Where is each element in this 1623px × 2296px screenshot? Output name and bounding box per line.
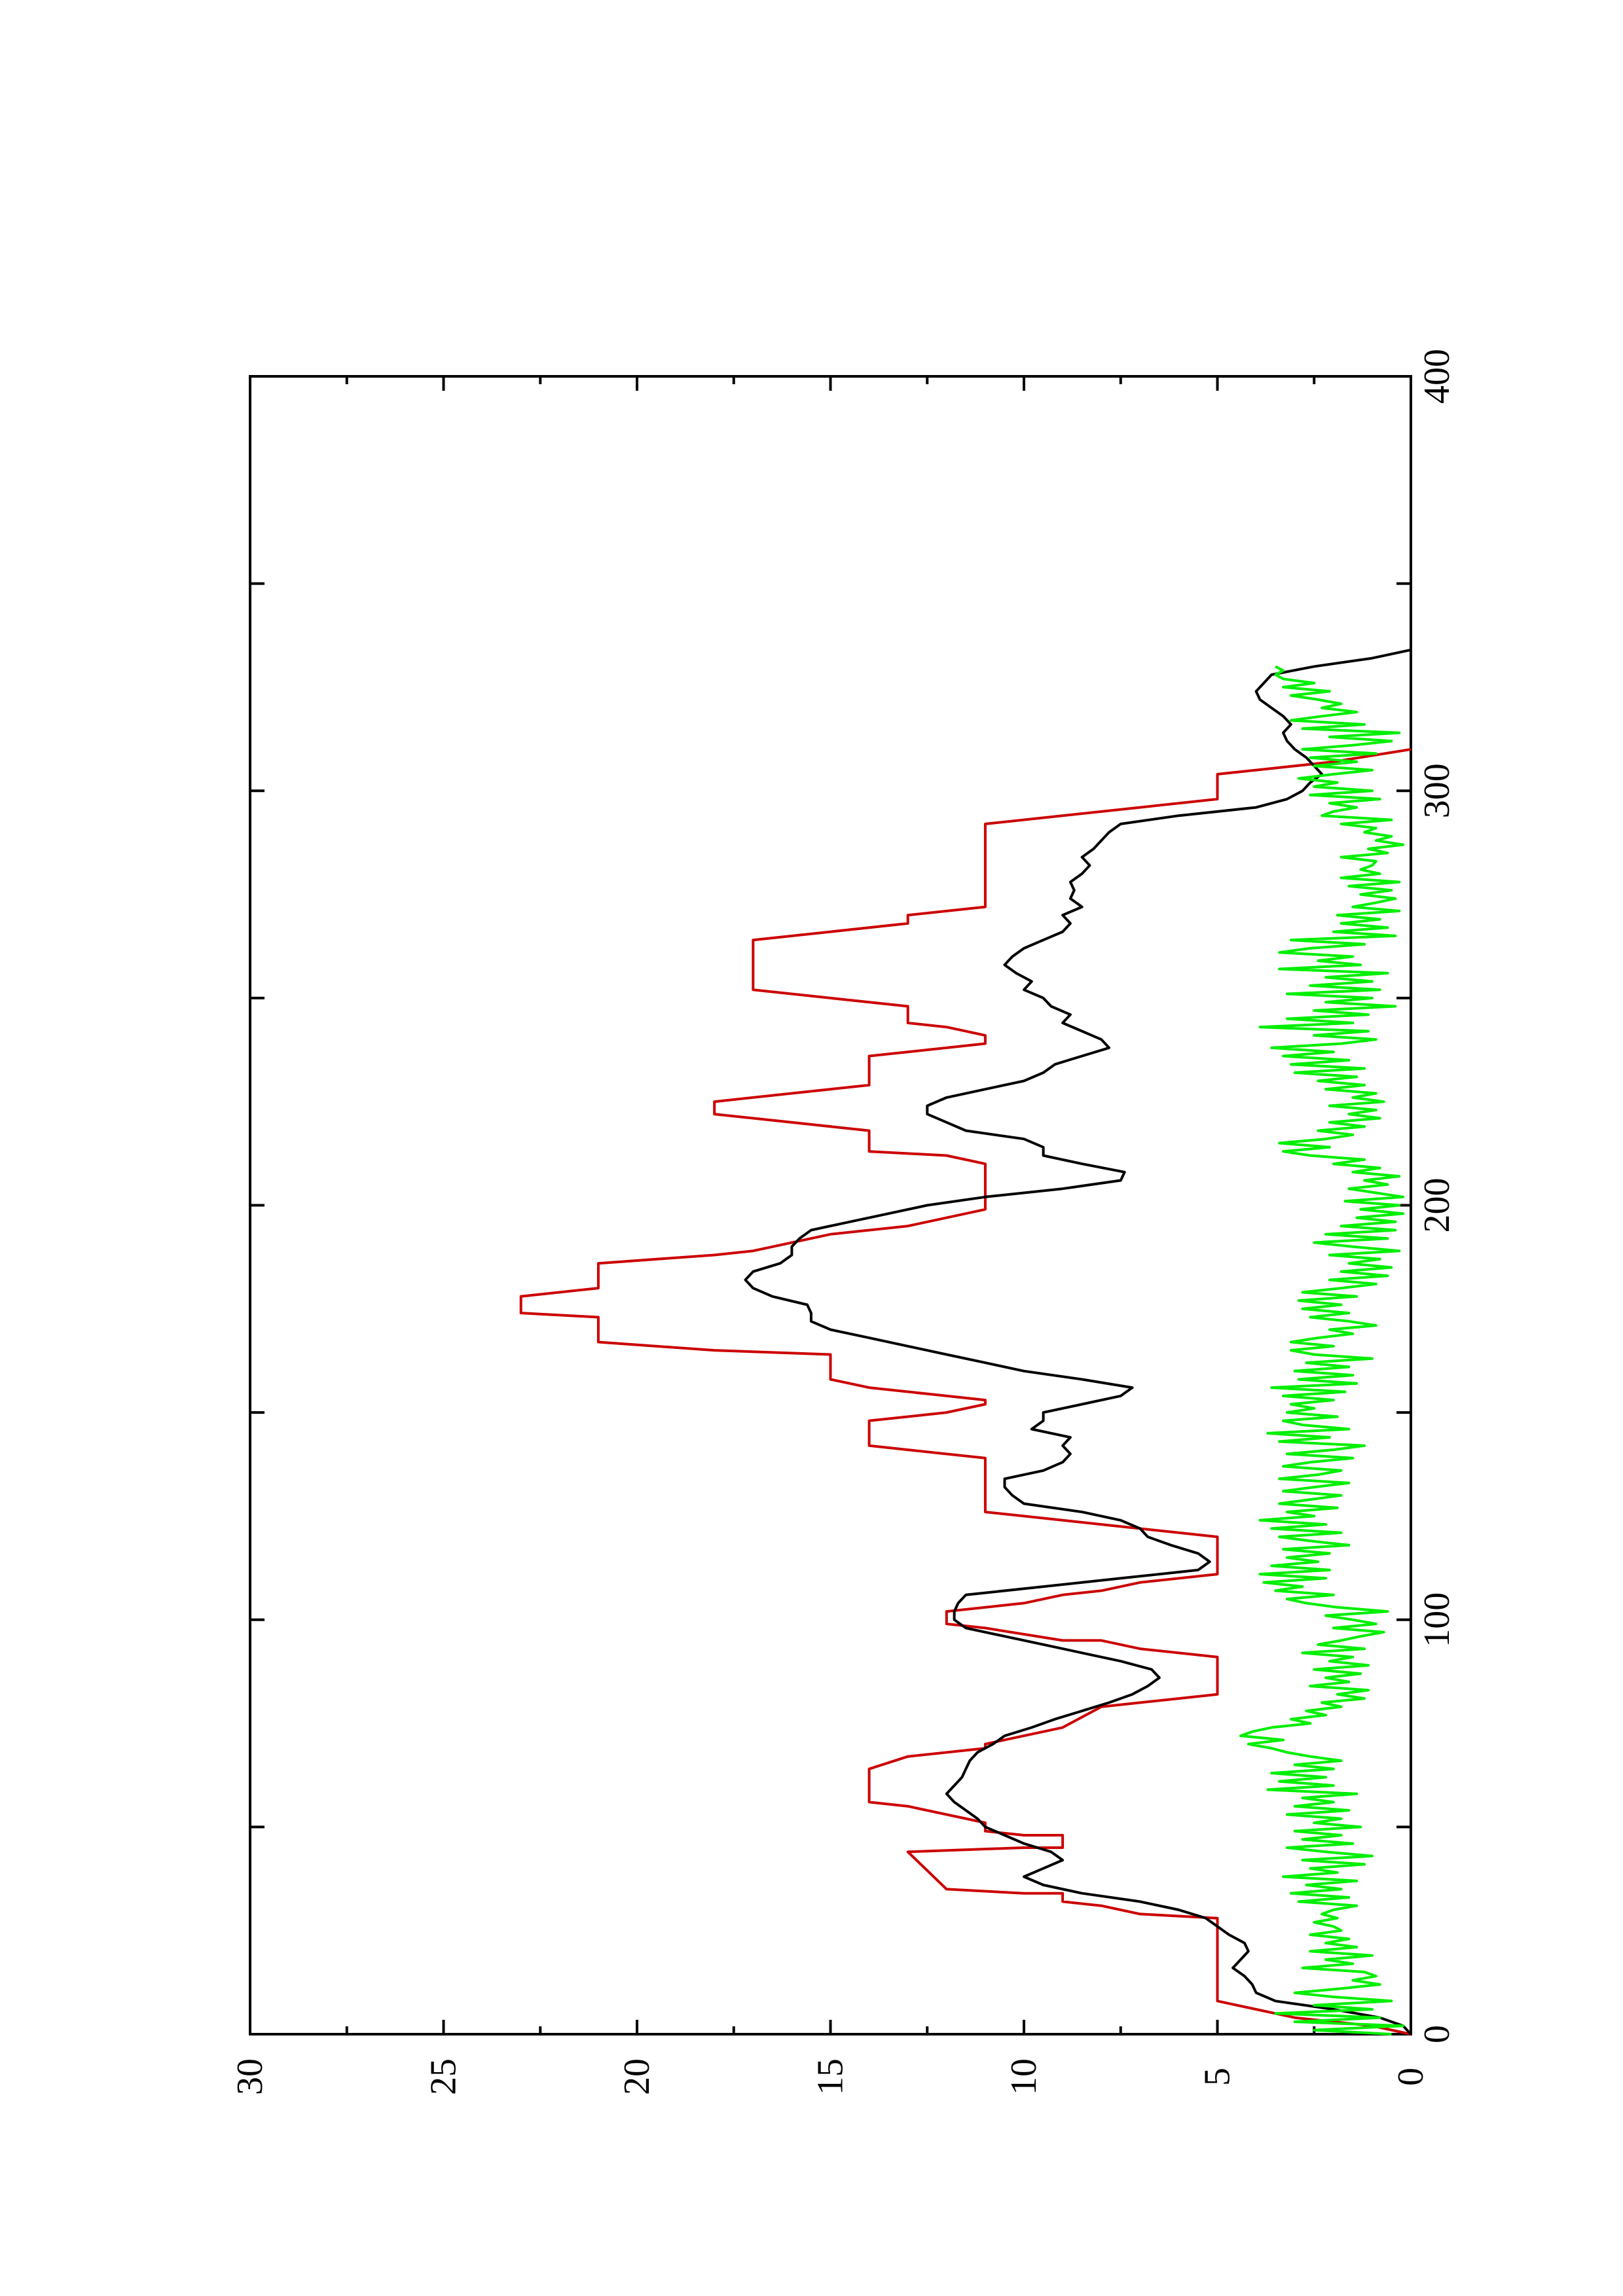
y-tick-label: 30 <box>230 2058 270 2095</box>
tick-labels: 0 100 200 300 400 0 5 10 15 20 25 30 <box>230 349 1457 2095</box>
y-tick-label: 5 <box>1197 2068 1238 2086</box>
axis-ticks <box>249 375 1412 2036</box>
x-tick-label: 100 <box>1417 1592 1457 1647</box>
plot-frame <box>249 375 1412 2036</box>
series-line-2 <box>744 648 1412 2036</box>
x-tick-label: 400 <box>1417 349 1457 404</box>
series-line-1 <box>519 747 1412 2036</box>
y-tick-label: 25 <box>424 2058 464 2095</box>
y-tick-label: 15 <box>811 2058 851 2095</box>
y-tick-label: 10 <box>1004 2058 1044 2095</box>
series-lines <box>519 648 1412 2036</box>
y-tick-label: 20 <box>617 2058 657 2095</box>
y-tick-label: 0 <box>1391 2068 1431 2086</box>
x-tick-label: 0 <box>1417 2025 1457 2043</box>
x-tick-label: 200 <box>1417 1178 1457 1233</box>
x-tick-label: 300 <box>1417 763 1457 818</box>
series-line-3 <box>1239 665 1405 2036</box>
